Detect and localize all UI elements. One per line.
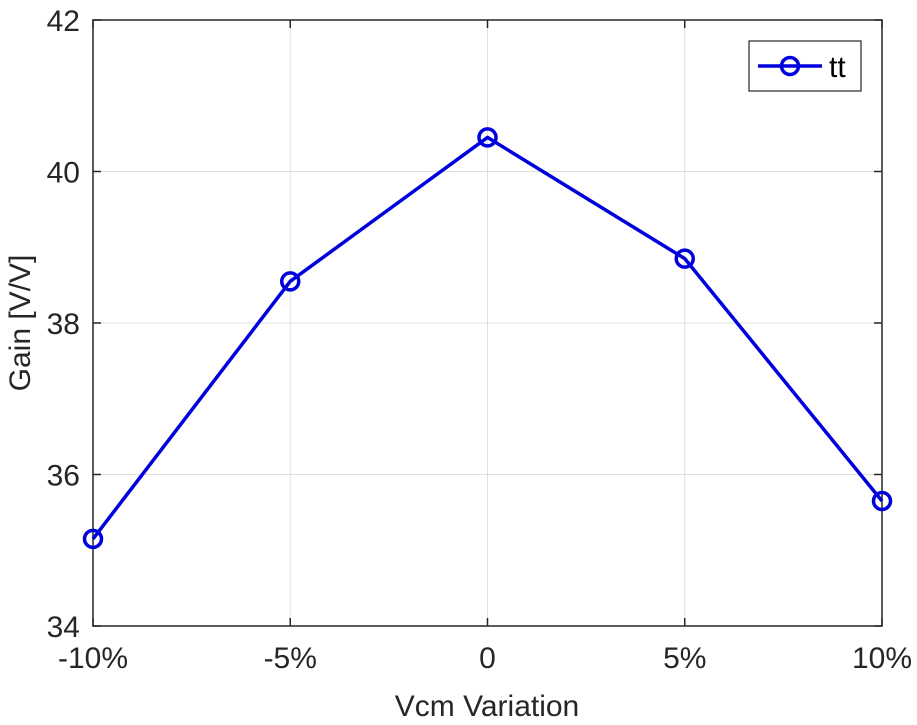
x-axis-title: Vcm Variation — [395, 690, 580, 723]
legend: tt — [748, 40, 862, 92]
series-layer — [82, 127, 893, 550]
x-tick-label: -10% — [58, 642, 128, 675]
y-tick-label: 34 — [47, 611, 80, 644]
data-point-marker — [674, 248, 695, 269]
legend-label-tt: tt — [829, 51, 846, 84]
x-tick-label: -5% — [264, 642, 317, 675]
legend-swatch-marker — [779, 55, 801, 77]
data-point-marker — [82, 528, 104, 550]
y-tick-labels: 34 36 38 40 42 — [47, 5, 80, 644]
series-line-tt — [91, 135, 884, 540]
x-tick-label: 0 — [479, 642, 496, 675]
data-point-marker — [477, 127, 498, 148]
y-tick-label: 40 — [47, 157, 80, 190]
data-point-marker — [280, 271, 301, 292]
y-tick-label: 36 — [47, 460, 80, 493]
x-tick-label: 5% — [663, 642, 706, 675]
x-tick-labels: -10% -5% 0 5% 10% — [58, 642, 912, 675]
axis-ticks — [92, 19, 883, 627]
x-tick-label: 10% — [852, 642, 912, 675]
y-tick-label: 38 — [47, 308, 80, 341]
y-axis-title: Gain [V/V] — [4, 255, 37, 392]
data-point-marker — [871, 490, 893, 512]
y-tick-label: 42 — [47, 5, 80, 38]
